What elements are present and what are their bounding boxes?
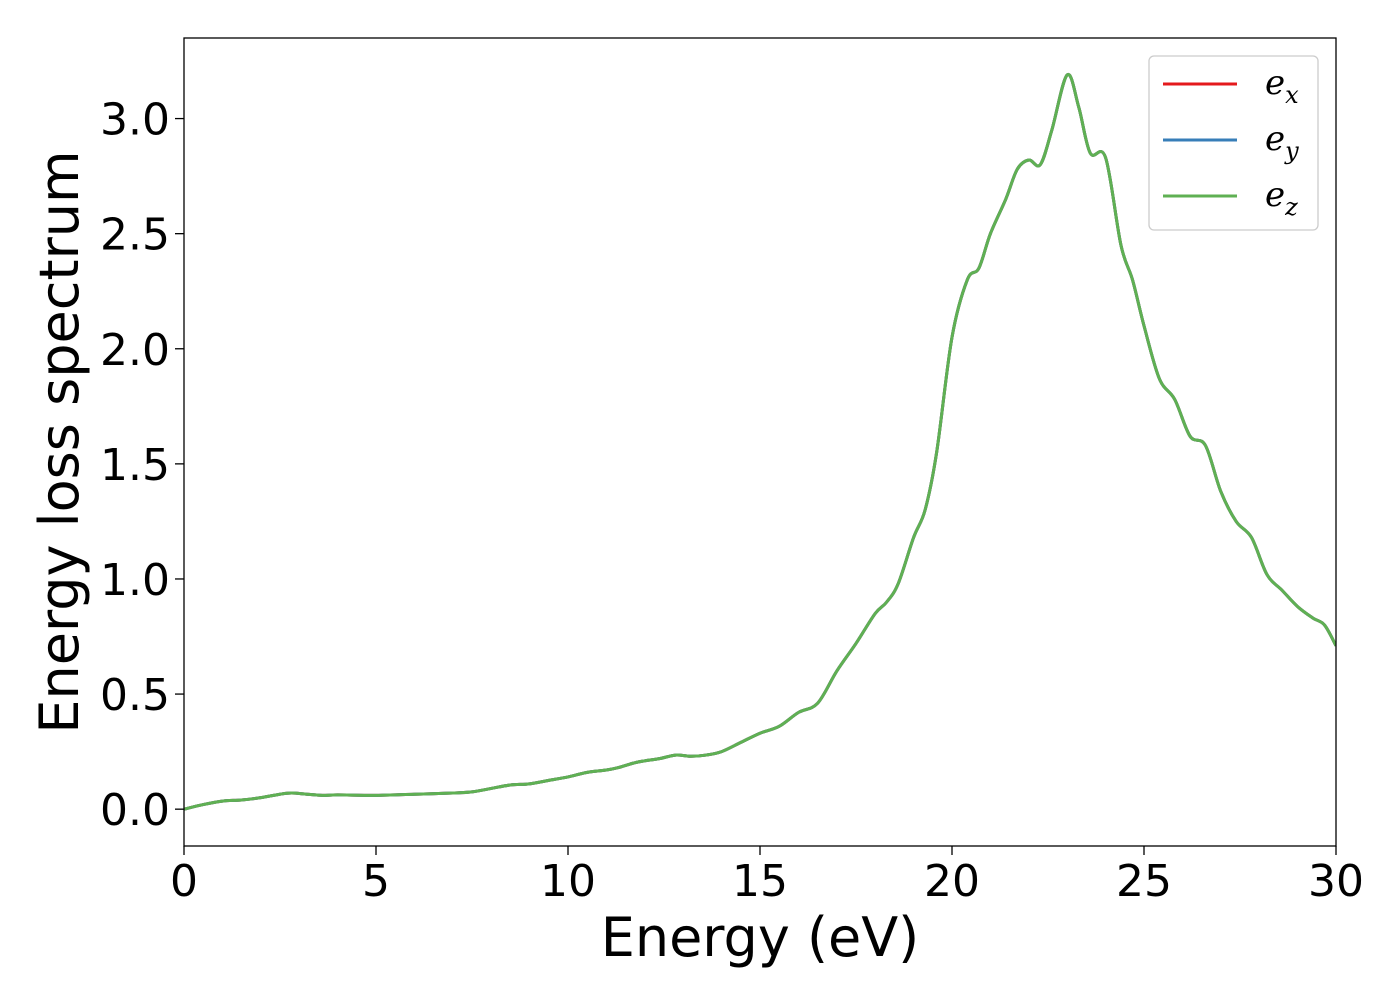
legend-label: ex [1265, 63, 1299, 109]
x-tick-label: 20 [924, 856, 980, 907]
x-tick-label: 10 [540, 856, 596, 907]
legend: ex ey ez [1148, 55, 1319, 231]
y-tick-label: 2.5 [100, 210, 170, 261]
y-tick-label: 2.0 [100, 325, 170, 376]
y-axis-label: Energy loss spectrum [28, 150, 91, 733]
x-tick-label: 25 [1116, 856, 1172, 907]
x-tick-label: 5 [362, 856, 390, 907]
y-tick-label: 1.5 [100, 440, 170, 491]
y-axis: 0.0 0.5 1.0 1.5 2.0 2.5 3.0 [100, 95, 184, 836]
x-tick-label: 15 [732, 856, 788, 907]
y-tick-label: 1.0 [100, 555, 170, 606]
y-tick-label: 0.0 [100, 785, 170, 836]
x-axis: 0 5 10 15 20 25 30 [170, 846, 1364, 907]
legend-box [1148, 55, 1319, 231]
plot-area [184, 73, 1336, 811]
legend-label: ez [1265, 175, 1298, 221]
y-tick-label: 3.0 [100, 95, 170, 146]
series-line-e-z [184, 73, 1336, 811]
legend-label: ey [1265, 119, 1299, 165]
x-tick-label: 30 [1308, 856, 1364, 907]
x-axis-label: Energy (eV) [601, 906, 920, 969]
y-tick-label: 0.5 [100, 670, 170, 721]
x-tick-label: 0 [170, 856, 198, 907]
